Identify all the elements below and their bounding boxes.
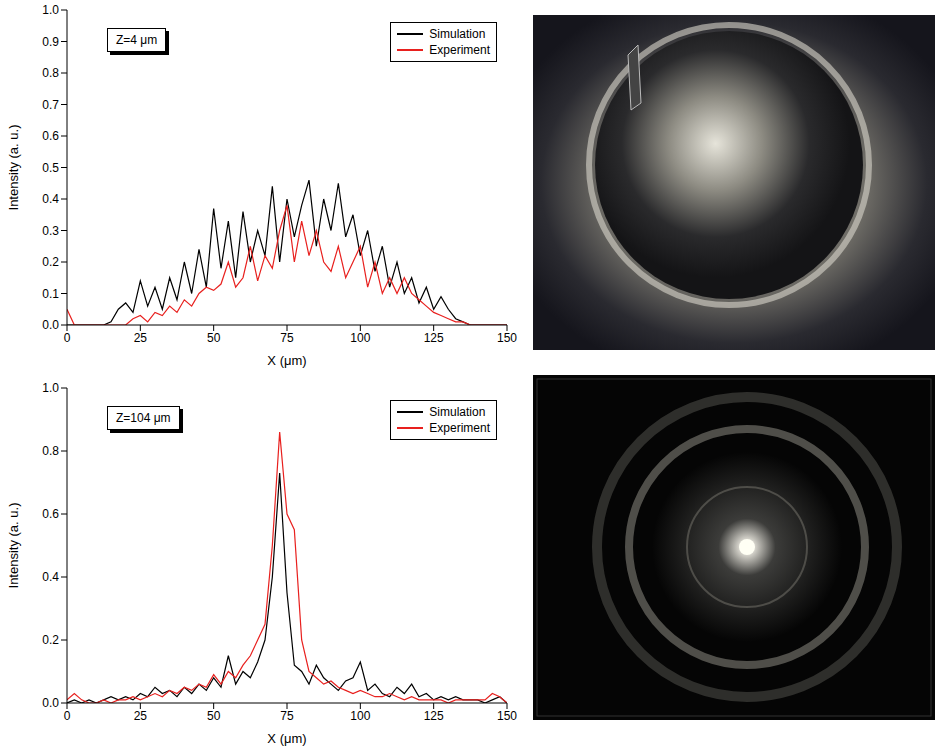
svg-text:1.0: 1.0 (42, 381, 59, 395)
svg-text:0: 0 (64, 709, 71, 723)
svg-text:125: 125 (424, 709, 444, 723)
html-text:Simulation: Simulation (429, 405, 486, 419)
svg-text:25: 25 (134, 709, 148, 723)
html-text:Experiment: Experiment (429, 43, 490, 57)
svg-text:75: 75 (280, 709, 294, 723)
svg-text:0.2: 0.2 (42, 633, 59, 647)
svg-text:X (μm): X (μm) (267, 353, 306, 368)
svg-text:Intensity (a. u.): Intensity (a. u.) (6, 125, 21, 211)
svg-text:50: 50 (207, 709, 221, 723)
svg-text:25: 25 (134, 331, 148, 345)
html-text:Experiment: Experiment (429, 421, 490, 435)
svg-text:150: 150 (497, 709, 517, 723)
svg-text:0.8: 0.8 (42, 66, 59, 80)
svg-text:0.9: 0.9 (42, 35, 59, 49)
svg-text:0.4: 0.4 (42, 192, 59, 206)
svg-text:0.6: 0.6 (42, 129, 59, 143)
svg-text:125: 125 (424, 331, 444, 345)
svg-text:1.0: 1.0 (42, 3, 59, 17)
svg-text:X (μm): X (μm) (267, 731, 306, 746)
svg-text:100: 100 (350, 331, 370, 345)
svg-text:0: 0 (64, 331, 71, 345)
html-text:Z=4 μm: Z=4 μm (116, 33, 158, 47)
svg-text:75: 75 (280, 331, 294, 345)
html-text:Z=104 μm: Z=104 μm (116, 411, 171, 425)
svg-text:0.5: 0.5 (42, 161, 59, 175)
svg-text:150: 150 (497, 331, 517, 345)
html-text:Simulation: Simulation (429, 27, 486, 41)
svg-text:100: 100 (350, 709, 370, 723)
svg-text:Intensity (a. u.): Intensity (a. u.) (6, 503, 21, 589)
svg-text:0.7: 0.7 (42, 98, 59, 112)
svg-text:0.1: 0.1 (42, 287, 59, 301)
svg-text:50: 50 (207, 331, 221, 345)
svg-text:0.8: 0.8 (42, 444, 59, 458)
svg-text:0.3: 0.3 (42, 224, 59, 238)
svg-text:0.0: 0.0 (42, 318, 59, 332)
svg-text:0.4: 0.4 (42, 570, 59, 584)
svg-text:0.0: 0.0 (42, 696, 59, 710)
svg-text:0.6: 0.6 (42, 507, 59, 521)
svg-text:0.2: 0.2 (42, 255, 59, 269)
